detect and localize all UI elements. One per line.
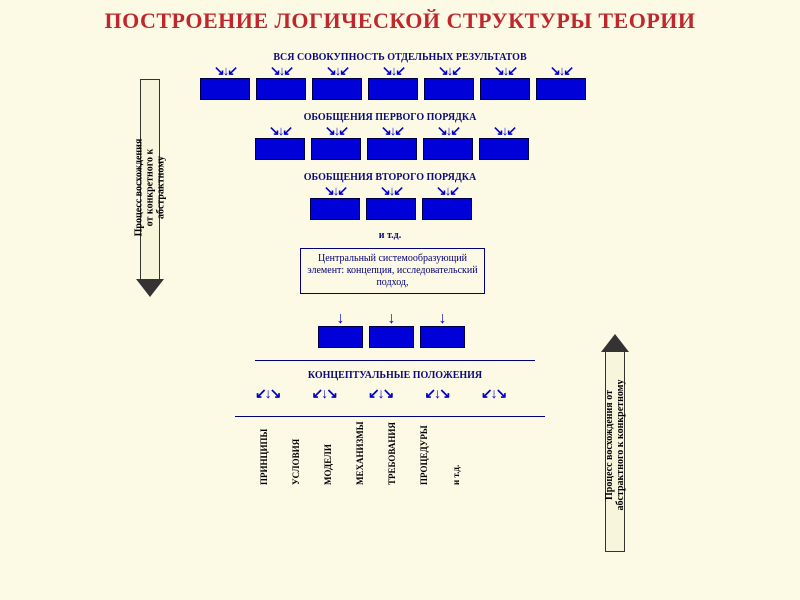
box-cell: ↘↓↙	[422, 186, 472, 220]
diagram-canvas: Процесс восхождения от конкретного к абс…	[0, 34, 800, 594]
in-arrows-icon: ↘↓↙	[214, 66, 236, 78]
data-box	[369, 326, 414, 348]
brace-top	[255, 360, 535, 366]
in-arrows-icon: ↘↓↙	[269, 126, 291, 138]
data-box	[256, 78, 306, 100]
data-box	[255, 138, 305, 160]
row1-boxes: ↘↓↙ ↘↓↙ ↘↓↙ ↘↓↙ ↘↓↙ ↘↓↙ ↘↓↙	[200, 66, 586, 100]
box-cell: ↘↓↙	[480, 66, 530, 100]
bottom-category: МОДЕЛИ	[323, 473, 333, 485]
box-cell: ↓	[420, 314, 465, 348]
box-cell: ↓	[318, 314, 363, 348]
data-box	[420, 326, 465, 348]
row2-boxes: ↘↓↙ ↘↓↙ ↘↓↙ ↘↓↙ ↘↓↙	[255, 126, 529, 160]
in-arrows-icon: ↘↓↙	[438, 66, 460, 78]
data-box	[318, 326, 363, 348]
data-box	[480, 78, 530, 100]
fan-arrows-icon: ↙↓↘	[424, 390, 448, 402]
data-box	[200, 78, 250, 100]
in-arrows-icon: ↘↓↙	[325, 126, 347, 138]
etc-label: и т.д.	[360, 230, 420, 241]
row3-label: ОБОБЩЕНИЯ ВТОРОГО ПОРЯДКА	[260, 172, 520, 183]
in-arrows-icon: ↘↓↙	[380, 186, 402, 198]
page-title: ПОСТРОЕНИЕ ЛОГИЧЕСКОЙ СТРУКТУРЫ ТЕОРИИ	[0, 0, 800, 34]
box-cell: ↘↓↙	[424, 66, 474, 100]
in-arrows-icon: ↘↓↙	[494, 66, 516, 78]
row1-label: ВСЯ СОВОКУПНОСТЬ ОТДЕЛЬНЫХ РЕЗУЛЬТАТОВ	[200, 52, 600, 63]
box-cell: ↘↓↙	[200, 66, 250, 100]
data-box	[311, 138, 361, 160]
in-arrows-icon: ↘↓↙	[493, 126, 515, 138]
box-cell: ↓	[369, 314, 414, 348]
bottom-category: МЕХАНИЗМЫ	[355, 473, 365, 485]
in-arrows-icon: ↘↓↙	[382, 66, 404, 78]
data-box	[536, 78, 586, 100]
in-arrows-icon: ↘↓↙	[381, 126, 403, 138]
bottom-category: ТРЕБОВАНИЯ	[387, 473, 397, 485]
data-box	[423, 138, 473, 160]
data-box	[424, 78, 474, 100]
box-cell: ↘↓↙	[310, 186, 360, 220]
box-cell: ↘↓↙	[536, 66, 586, 100]
conceptual-label: КОНЦЕПТУАЛЬНЫЕ ПОЛОЖЕНИЯ	[270, 370, 520, 381]
in-arrows-icon: ↘↓↙	[326, 66, 348, 78]
fan-arrows-icon: ↙↓↘	[255, 390, 279, 402]
box-cell: ↘↓↙	[311, 126, 361, 160]
bottom-category: и т.д.	[451, 473, 461, 485]
data-box	[479, 138, 529, 160]
in-arrows-icon: ↘↓↙	[270, 66, 292, 78]
box-cell: ↘↓↙	[312, 66, 362, 100]
fan-arrows-icon: ↙↓↘	[311, 390, 335, 402]
in-arrows-icon: ↘↓↙	[437, 126, 459, 138]
row2-label: ОБОБЩЕНИЯ ПЕРВОГО ПОРЯДКА	[240, 112, 540, 123]
in-arrows-icon: ↘↓↙	[324, 186, 346, 198]
data-box	[368, 78, 418, 100]
data-box	[310, 198, 360, 220]
box-cell: ↘↓↙	[255, 126, 305, 160]
bottom-category: ПРИНЦИПЫ	[259, 473, 269, 485]
fan-arrows-icon: ↙↓↘	[481, 390, 505, 402]
bottom-category: УСЛОВИЯ	[291, 473, 301, 485]
row3-boxes: ↘↓↙ ↘↓↙ ↘↓↙	[310, 186, 472, 220]
down-arrow-icon: ↓	[388, 314, 396, 326]
row4-boxes: ↓ ↓ ↓	[318, 314, 465, 348]
data-box	[312, 78, 362, 100]
central-box: Центральный системообразующий элемент: к…	[300, 248, 485, 294]
box-cell: ↘↓↙	[368, 66, 418, 100]
fanout-arrows: ↙↓↘ ↙↓↘ ↙↓↘ ↙↓↘ ↙↓↘	[255, 390, 505, 402]
in-arrows-icon: ↘↓↙	[436, 186, 458, 198]
box-cell: ↘↓↙	[479, 126, 529, 160]
data-box	[367, 138, 417, 160]
box-cell: ↘↓↙	[367, 126, 417, 160]
data-box	[422, 198, 472, 220]
box-cell: ↘↓↙	[256, 66, 306, 100]
bottom-category-labels: ПРИНЦИПЫ УСЛОВИЯ МОДЕЛИ МЕХАНИЗМЫ ТРЕБОВАНИЯ…	[258, 474, 462, 484]
fan-arrows-icon: ↙↓↘	[368, 390, 392, 402]
down-arrow-icon: ↓	[439, 314, 447, 326]
box-cell: ↘↓↙	[366, 186, 416, 220]
down-arrow-icon: ↓	[337, 314, 345, 326]
bottom-category: ПРОЦЕДУРЫ	[419, 473, 429, 485]
data-box	[366, 198, 416, 220]
in-arrows-icon: ↘↓↙	[550, 66, 572, 78]
box-cell: ↘↓↙	[423, 126, 473, 160]
